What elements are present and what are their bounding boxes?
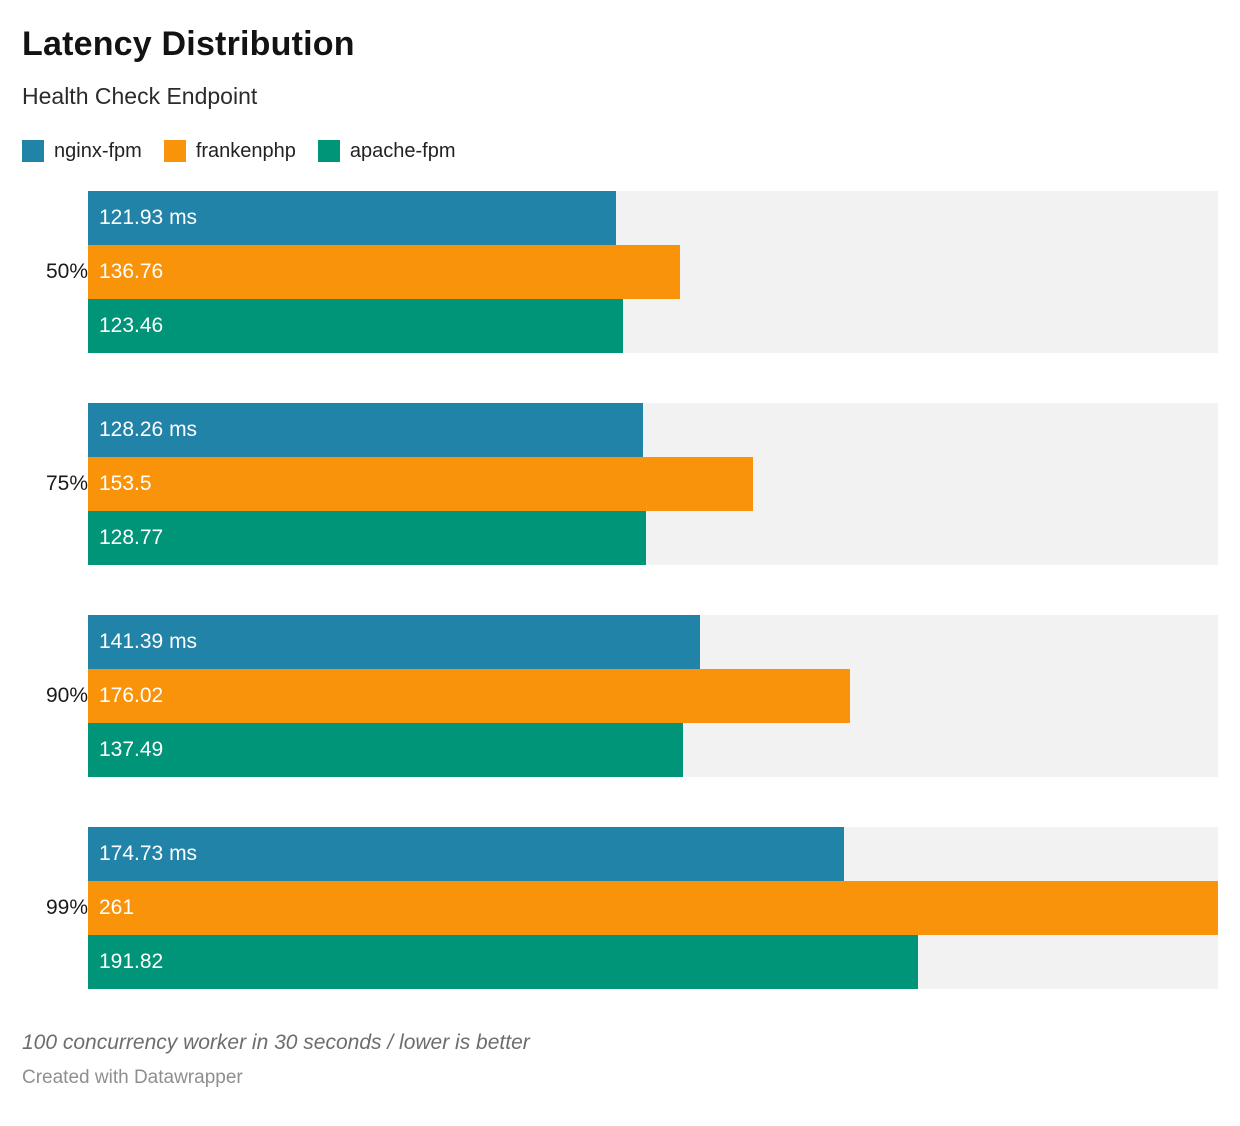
bar-apache-fpm[interactable]: 123.46 bbox=[88, 298, 623, 353]
chart-title: Latency Distribution bbox=[22, 25, 355, 63]
bar-nginx-fpm[interactable]: 141.39 ms bbox=[88, 614, 701, 669]
bar-value-label: 174.73 ms bbox=[99, 841, 198, 865]
datawrapper-attribution: Created with Datawrapper bbox=[22, 1066, 243, 1088]
bar-nginx-fpm[interactable]: 174.73 ms bbox=[88, 826, 845, 881]
bar-apache-fpm[interactable]: 191.82 bbox=[88, 934, 919, 989]
bar-value-label: 176.02 bbox=[99, 683, 164, 707]
chart-footer: 100 concurrency worker in 30 seconds / l… bbox=[22, 1031, 1218, 1089]
bar-value-label: 137.49 bbox=[99, 737, 164, 761]
bar-value-label: 191.82 bbox=[99, 949, 164, 973]
bar-chart: 50% 121.93 ms 136.76 123.46 75% 128.26 ms 153.… bbox=[22, 190, 1218, 989]
legend-swatch-icon bbox=[317, 140, 340, 163]
footer-note: 100 concurrency worker in 30 seconds / l… bbox=[22, 1030, 530, 1054]
bar-group-90%: 90% 141.39 ms 176.02 137.49 bbox=[22, 614, 1218, 777]
category-label: 75% bbox=[45, 471, 88, 495]
legend-swatch-icon bbox=[22, 140, 44, 163]
bar-value-label: 261 bbox=[99, 895, 135, 919]
legend-label: apache-fpm bbox=[349, 139, 456, 162]
bar-group-50%: 50% 121.93 ms 136.76 123.46 bbox=[22, 190, 1218, 353]
bar-value-label: 121.93 ms bbox=[99, 205, 198, 229]
bar-value-label: 128.26 ms bbox=[99, 417, 198, 441]
bar-value-label: 128.77 bbox=[99, 525, 164, 549]
bar-value-label: 153.5 bbox=[99, 471, 152, 495]
legend-label: nginx-fpm bbox=[54, 139, 142, 162]
bar-nginx-fpm[interactable]: 121.93 ms bbox=[88, 190, 616, 245]
legend-item-frankenphp: frankenphp bbox=[163, 139, 296, 163]
bar-group-99%: 99% 174.73 ms 261 191.82 bbox=[22, 826, 1218, 989]
legend-item-nginx-fpm: nginx-fpm bbox=[22, 140, 142, 163]
chart-subtitle: Health Check Endpoint bbox=[22, 82, 258, 109]
bar-apache-fpm[interactable]: 128.77 bbox=[88, 510, 646, 565]
category-label: 90% bbox=[45, 683, 88, 707]
bar-frankenphp[interactable]: 261 bbox=[88, 880, 1218, 935]
bar-track: 121.93 ms 136.76 123.46 bbox=[88, 190, 1218, 353]
bar-value-label: 136.76 bbox=[99, 259, 164, 283]
category-label: 99% bbox=[45, 895, 88, 919]
bar-apache-fpm[interactable]: 137.49 bbox=[88, 722, 684, 777]
bar-value-label: 141.39 ms bbox=[99, 629, 198, 653]
bar-track: 174.73 ms 261 191.82 bbox=[88, 826, 1218, 989]
bar-track: 141.39 ms 176.02 137.49 bbox=[88, 614, 1218, 777]
bar-track: 128.26 ms 153.5 128.77 bbox=[88, 402, 1218, 565]
bar-nginx-fpm[interactable]: 128.26 ms bbox=[88, 402, 644, 457]
legend-item-apache-fpm: apache-fpm bbox=[317, 139, 456, 163]
legend-label: frankenphp bbox=[195, 139, 296, 162]
bar-frankenphp[interactable]: 153.5 bbox=[88, 456, 753, 511]
bar-value-label: 123.46 bbox=[99, 313, 164, 337]
bar-frankenphp[interactable]: 136.76 bbox=[88, 244, 681, 299]
bar-group-75%: 75% 128.26 ms 153.5 128.77 bbox=[22, 402, 1218, 565]
category-label: 50% bbox=[45, 259, 88, 283]
legend: nginx-fpm frankenphp apache-fpm bbox=[22, 140, 1218, 163]
legend-swatch-icon bbox=[163, 140, 186, 163]
bar-frankenphp[interactable]: 176.02 bbox=[88, 668, 851, 723]
